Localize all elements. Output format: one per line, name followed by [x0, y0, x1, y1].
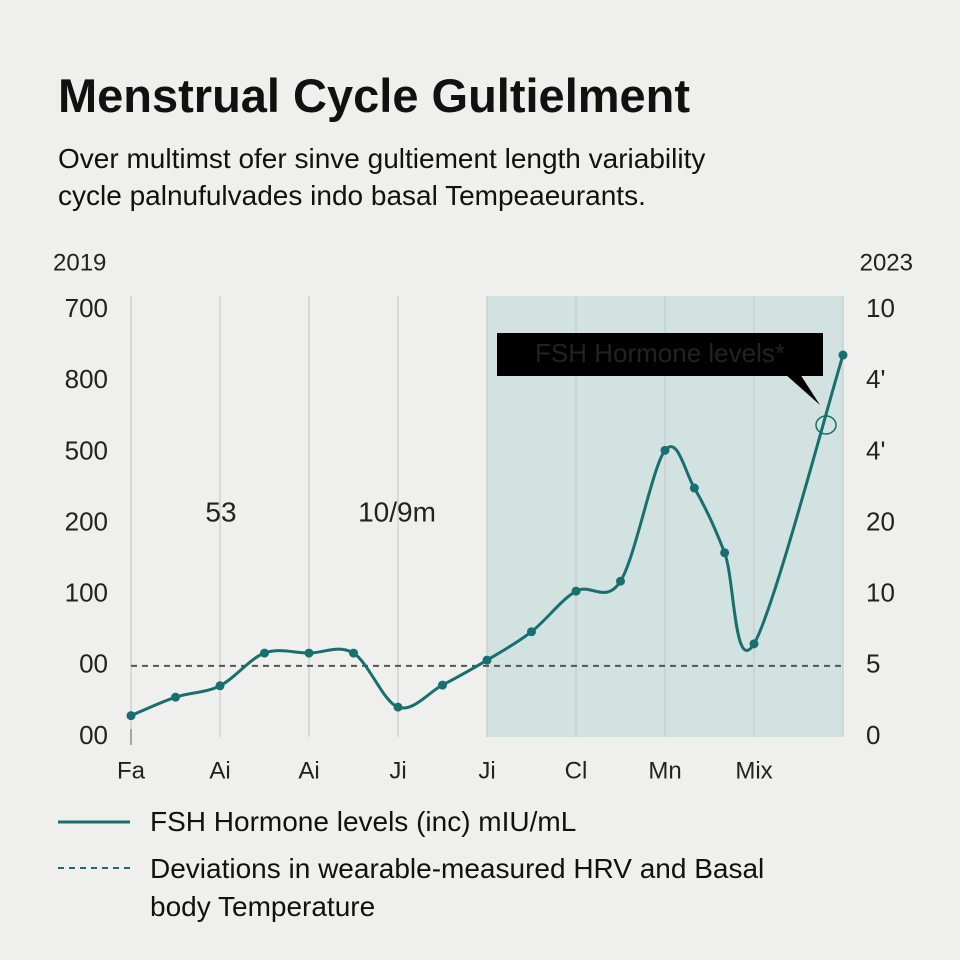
- data-point: [482, 655, 492, 665]
- legend-label: FSH Hormone levels (inc) mIU/mL: [150, 806, 577, 837]
- data-point: [349, 648, 358, 658]
- y-tick-label: 500: [65, 435, 108, 465]
- x-tick-label: Ai: [298, 757, 319, 784]
- y2-tick-label: 10: [866, 578, 895, 608]
- x-tick-label: Ji: [389, 757, 406, 784]
- start-label: 2019: [53, 249, 106, 276]
- x-tick-label: Fa: [117, 757, 146, 784]
- data-point: [393, 702, 403, 712]
- data-point: [838, 350, 848, 360]
- annotation: 53: [205, 496, 236, 527]
- callout-box: [497, 333, 823, 376]
- y2-tick-label: 10: [866, 293, 895, 323]
- y2-tick-label: 20: [866, 506, 895, 536]
- y-tick-label: 800: [65, 364, 108, 394]
- x-tick-label: Cl: [565, 757, 588, 784]
- data-point: [215, 681, 225, 691]
- y2-tick-label: 4': [866, 435, 885, 465]
- data-point: [720, 548, 730, 558]
- data-point: [571, 586, 581, 596]
- y2-tick-label: 5: [866, 649, 880, 679]
- y2-tick-label: 0: [866, 720, 880, 750]
- y-tick-label: 700: [65, 293, 108, 323]
- y-tick-label: 100: [65, 578, 108, 608]
- callout-label: FSH Hormone levels*: [535, 338, 785, 368]
- data-point: [304, 648, 314, 658]
- subtitle: Over multimst ofer sinve gultiement leng…: [58, 143, 706, 174]
- data-point: [689, 483, 699, 493]
- x-tick-label: Ai: [209, 757, 230, 784]
- data-point: [171, 692, 180, 702]
- x-tick-label: Mn: [648, 757, 681, 784]
- y-tick-label: 00: [79, 649, 108, 679]
- y2-tick-label: 4': [866, 364, 885, 394]
- subtitle: cycle palnufulvades indo basal Tempeaeur…: [58, 180, 646, 211]
- data-point: [749, 639, 759, 649]
- annotation: 10/9m: [358, 496, 436, 527]
- data-point: [616, 576, 625, 586]
- callout-marker: [815, 415, 837, 435]
- x-tick-label: Ji: [478, 757, 495, 784]
- legend-label: Deviations in wearable-measured HRV and …: [150, 853, 765, 922]
- data-point: [660, 445, 670, 455]
- y-tick-label: 00: [79, 720, 108, 750]
- data-point: [527, 627, 536, 637]
- data-point: [260, 648, 269, 658]
- x-tick-label: Mix: [735, 757, 772, 784]
- title: Menstrual Cycle Gultielment: [58, 69, 691, 122]
- data-point: [438, 680, 447, 690]
- data-point: [126, 711, 136, 721]
- callout-pointer: [785, 374, 820, 405]
- y-tick-label: 200: [65, 506, 108, 536]
- end-label: 2023: [860, 249, 913, 276]
